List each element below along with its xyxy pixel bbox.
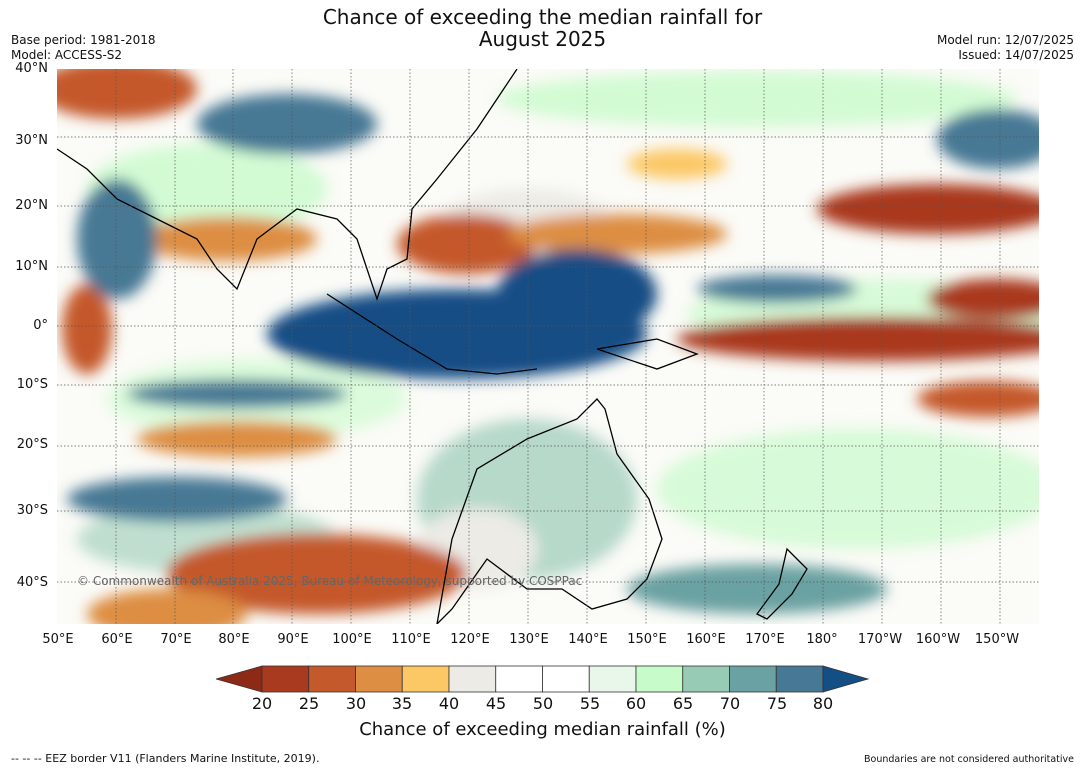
lon-label-140e: 140°E: [568, 632, 608, 647]
colorbar-high-arrow: [822, 665, 870, 693]
colorbar-tick-30: 30: [345, 694, 367, 713]
colorbar-segment: [635, 665, 684, 693]
indonesia-outline: [326, 293, 538, 375]
lon-label-170e: 170°E: [745, 632, 785, 647]
colorbar-tick-50: 50: [532, 694, 554, 713]
lat-label-10s: 10°S: [16, 377, 48, 392]
colorbar-tick-45: 45: [485, 694, 507, 713]
lat-label-30s: 30°S: [16, 503, 48, 518]
model-run-date: Model run: 12/07/2025: [936, 33, 1074, 47]
colorbar-tick-60: 60: [625, 694, 647, 713]
issued-date: Issued: 14/07/2025: [958, 48, 1074, 62]
colorbar-segment: [729, 665, 777, 693]
graticule: [57, 69, 1039, 624]
lat-label-20n: 20°N: [15, 198, 48, 213]
lon-label-130e: 130°E: [509, 632, 549, 647]
new-guinea-outline: [596, 338, 699, 370]
lon-label-180: 180°: [806, 632, 838, 647]
lon-label-150w: 150°W: [974, 632, 1020, 647]
colorbar-tick-65: 65: [672, 694, 694, 713]
colorbar-tick-20: 20: [251, 694, 273, 713]
map-title-line1: Chance of exceeding the median rainfall …: [322, 5, 763, 29]
colorbar-segment: [588, 665, 637, 693]
colorbar-tick-70: 70: [719, 694, 741, 713]
colorbar-segments: [261, 665, 824, 693]
lon-label-100e: 100°E: [332, 632, 372, 647]
colorbar-segment: [682, 665, 730, 693]
lon-label-90e: 90°E: [277, 632, 309, 647]
lon-label-150e: 150°E: [627, 632, 667, 647]
lon-label-160w: 160°W: [915, 632, 961, 647]
lat-label-eq: 0°: [33, 318, 48, 333]
colorbar-segment: [355, 665, 403, 693]
lon-label-120e: 120°E: [450, 632, 490, 647]
colorbar-label: Chance of exceeding median rainfall (%): [359, 719, 726, 740]
asia-coast: [57, 69, 518, 302]
lat-label-30n: 30°N: [15, 133, 48, 148]
colorbar-tick-55: 55: [579, 694, 601, 713]
lon-label-80e: 80°E: [218, 632, 250, 647]
colorbar-segment: [261, 665, 310, 693]
colorbar-segment: [542, 665, 590, 693]
lon-label-170w: 170°W: [857, 632, 903, 647]
colorbar-tick-75: 75: [766, 694, 788, 713]
australia-outline: [436, 398, 663, 624]
probability-field: [57, 69, 1039, 624]
colorbar-segment: [495, 665, 543, 693]
colorbar-segment: [401, 665, 450, 693]
colorbar-tick-80: 80: [812, 694, 834, 713]
eez-border-note: -- -- -- EEZ border V11 (Flanders Marine…: [11, 752, 320, 765]
rainfall-probability-map: © Commonwealth of Australia 2025, Bureau…: [57, 69, 1039, 624]
lon-label-70e: 70°E: [160, 632, 192, 647]
boundaries-disclaimer: Boundaries are not considered authoritat…: [864, 754, 1074, 765]
model-name: Model: ACCESS-S2: [11, 48, 123, 62]
lon-label-50e: 50°E: [42, 632, 74, 647]
colorbar-segment: [308, 665, 356, 693]
colorbar-tick-40: 40: [438, 694, 460, 713]
copyright-notice: © Commonwealth of Australia 2025, Bureau…: [77, 574, 582, 588]
colorbar-segment: [448, 665, 497, 693]
lon-label-160e: 160°E: [686, 632, 726, 647]
lon-label-60e: 60°E: [101, 632, 133, 647]
lat-label-40n: 40°N: [15, 61, 48, 76]
new-zealand-outline: [756, 547, 808, 620]
colorbar-tick-35: 35: [391, 694, 413, 713]
base-period: Base period: 1981-2018: [11, 33, 156, 47]
map-title-line2: August 2025: [478, 27, 607, 51]
colorbar-segment: [775, 665, 824, 693]
colorbar: [216, 665, 870, 693]
lat-label-40s: 40°S: [16, 575, 48, 590]
coastlines: [57, 69, 808, 624]
lon-label-110e: 110°E: [391, 632, 431, 647]
lat-label-20s: 20°S: [16, 437, 48, 452]
lat-label-10n: 10°N: [15, 259, 48, 274]
colorbar-tick-25: 25: [298, 694, 320, 713]
colorbar-low-arrow: [216, 665, 263, 693]
